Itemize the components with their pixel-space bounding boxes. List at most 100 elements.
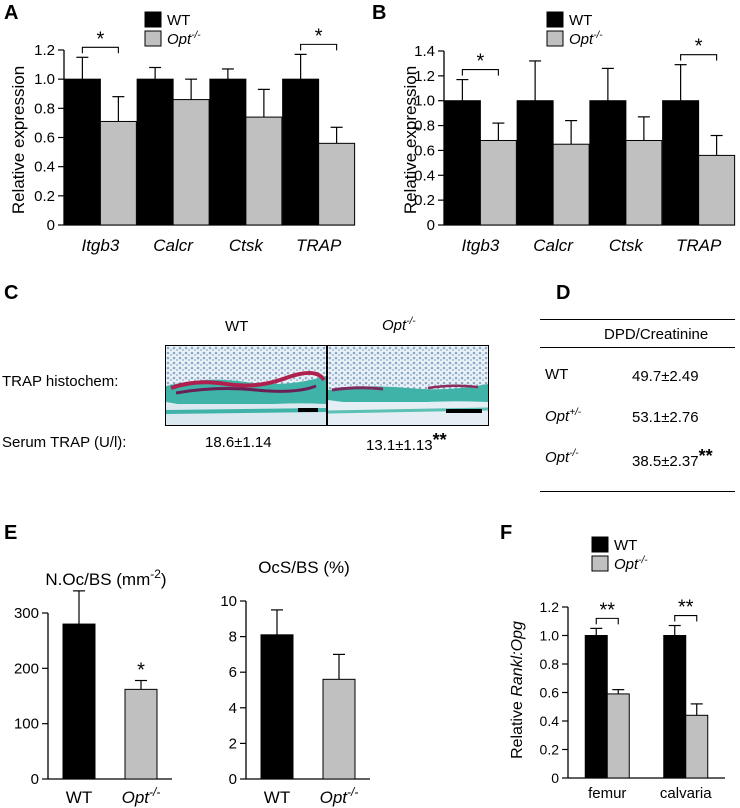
panel-c-opt-sig: ** — [432, 430, 447, 450]
chart-b-legend-label-opt: Opt-/- — [569, 30, 603, 48]
chart-b-bar — [479, 139, 517, 226]
chart-f-legend-label-opt-sup: -/- — [638, 555, 648, 566]
chart-f-y-tick-label: 0.4 — [540, 713, 560, 729]
chart-b-bar — [589, 100, 627, 226]
chart-f-bar — [663, 635, 687, 779]
chart-e1-y-tick-label: 0 — [31, 771, 39, 788]
chart-b-bar — [662, 100, 700, 226]
chart-f-category-label: femur — [588, 785, 626, 802]
chart-e1-title-sup: -2 — [150, 567, 161, 581]
chart-a-category-label: Calcr — [153, 236, 194, 255]
panel-letter-b: B — [372, 2, 387, 24]
chart-a: 0 0.2 0.4 0.6 0.8 1.0 1.2 Itgb3 * Calcr Ctsk TRAP * R… — [9, 11, 356, 255]
panel-d-row-label: Opt-/- — [545, 448, 579, 466]
chart-a-bar — [245, 116, 283, 226]
chart-f-legend-label-wt: WT — [614, 537, 637, 554]
chart-f-sig-bracket — [595, 617, 619, 625]
chart-b-legend-label-wt: WT — [569, 12, 592, 29]
histology-image-opt — [327, 345, 489, 426]
panel-letter-c: C — [4, 282, 19, 304]
chart-b-y-tick-label: 1.2 — [414, 68, 435, 85]
chart-e2-y-tick-label: 6 — [229, 664, 237, 681]
chart-e1-sig-label: * — [137, 660, 145, 682]
chart-a-sig-label: * — [315, 25, 323, 47]
panel-d-row-value: 38.5±2.37** — [632, 446, 713, 471]
chart-f-y-label: Relative Rankl:Opg — [509, 621, 526, 759]
panel-letter-e: E — [4, 522, 18, 544]
chart-e1-y-tick-label: 200 — [14, 660, 39, 677]
chart-a-y-tick-label: 0.4 — [34, 159, 55, 176]
chart-a-category-label: Ctsk — [229, 236, 265, 255]
chart-a-y-tick-label: 0.6 — [34, 130, 55, 147]
panel-c-wt-value: 18.6±1.14 — [205, 434, 272, 451]
chart-e1-category-label: WT — [66, 788, 92, 807]
panel-letter-a: A — [4, 2, 19, 24]
chart-f-y-tick-label: 0.2 — [540, 742, 560, 758]
chart-a-y-label: Relative expression — [9, 66, 28, 214]
chart-f-y-tick-label: 0.8 — [540, 656, 560, 672]
chart-a-legend-swatch-opt — [144, 30, 162, 47]
chart-a-category-label: TRAP — [296, 236, 342, 255]
panel-c-opt-sup: -/- — [406, 316, 416, 327]
panel-c-row-label: TRAP histochem: — [2, 373, 119, 390]
panel-d-top-rule — [540, 319, 735, 320]
panel-c-opt-text: Opt — [382, 317, 407, 334]
chart-e1-y-tick-label: 300 — [14, 605, 39, 622]
chart-f-sig-bracket — [674, 614, 698, 622]
chart-e1-title-end: ) — [161, 570, 167, 589]
chart-f-legend-swatch-wt — [591, 536, 609, 553]
chart-b-y-tick-label: 0.8 — [414, 118, 435, 135]
chart-a-legend-label-opt: Opt-/- — [167, 30, 201, 48]
chart-f-y-tick-label: 1.0 — [540, 628, 560, 644]
panel-d-header-rule — [540, 347, 735, 348]
chart-a-bar — [136, 78, 174, 226]
chart-e1-y-tick-label: 100 — [14, 716, 39, 733]
panel-d-row-label-sup: +/- — [569, 407, 582, 418]
panel-d-row-value-text: 53.1±2.76 — [632, 409, 699, 426]
chart-b-category-label: TRAP — [676, 236, 722, 255]
panel-d-row-value: 53.1±2.76 — [632, 409, 699, 426]
chart-a-bar — [318, 142, 356, 226]
chart-b: 0 0.2 0.4 0.6 0.8 1.0 1.2 1.4 Itgb3 * Calcr Ctsk TRA… — [401, 11, 736, 255]
chart-b-y-tick-label: 0.2 — [414, 192, 435, 209]
chart-e2-y-tick-label: 10 — [220, 593, 237, 610]
chart-e1-category-sup: -/- — [149, 785, 160, 799]
chart-a-sig-label: * — [96, 28, 104, 50]
panel-c-opt-label: Opt-/- — [382, 316, 416, 334]
chart-a-sig-bracket — [81, 46, 119, 54]
chart-f-category-label: calvaria — [660, 785, 712, 802]
panel-c-serum-label: Serum TRAP (U/l): — [2, 434, 127, 451]
panel-d-row-label: WT — [545, 366, 568, 383]
panel-d-row-sig: ** — [698, 446, 713, 466]
chart-b-legend-swatch-opt — [546, 30, 564, 47]
chart-f: 0 0.2 0.4 0.6 0.8 1.0 1.2 femur ** calvaria ** Rela… — [509, 536, 725, 802]
histology-drawing-opt — [328, 346, 488, 425]
panel-letter-d: D — [556, 282, 571, 304]
chart-a-bar — [172, 99, 210, 226]
panel-d-row-label-sup: -/- — [569, 448, 579, 459]
panel-d-header: DPD/Creatinine — [604, 326, 709, 343]
chart-b-bar — [443, 100, 481, 226]
chart-a-y-tick-label: 1.0 — [34, 71, 55, 88]
chart-f-sig-label: ** — [678, 597, 694, 619]
panel-d-row-value-text: 49.7±2.49 — [632, 368, 699, 385]
panel-d-row-value: 49.7±2.49 — [632, 368, 699, 385]
chart-a-legend-label-opt-sup: -/- — [191, 30, 201, 41]
chart-b-category-label: Calcr — [533, 236, 574, 255]
chart-b-y-tick-label: 0.6 — [414, 142, 435, 159]
panel-c-opt-value-text: 13.1±1.13 — [366, 437, 433, 454]
chart-a-y-tick-label: 0.8 — [34, 100, 55, 117]
histology-image-wt — [165, 345, 327, 426]
panel-c-opt-value: 13.1±1.13** — [366, 430, 447, 455]
chart-e2-y-tick-label: 2 — [229, 735, 237, 752]
chart-f-legend-swatch-opt — [591, 555, 609, 572]
chart-f-y-tick-label: 0 — [551, 770, 559, 786]
chart-b-sig-label: * — [476, 51, 484, 73]
chart-e2-category-sup: -/- — [347, 785, 358, 799]
panel-d-row-label-text: WT — [545, 366, 569, 383]
chart-e1-bar — [124, 688, 158, 780]
chart-e1-category-label: Opt-/- — [122, 785, 161, 807]
chart-a-bar — [63, 78, 101, 226]
chart-b-bar — [516, 100, 554, 226]
chart-e1-bar — [62, 623, 96, 780]
